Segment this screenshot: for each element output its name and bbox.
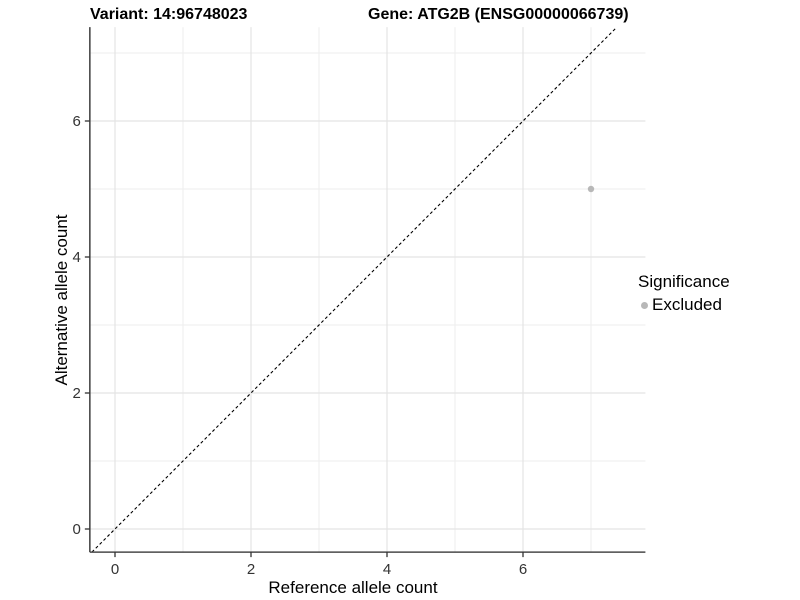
x-tick-label: 2 <box>247 561 255 578</box>
plot-title-gene: Gene: ATG2B (ENSG00000066739) <box>368 6 629 23</box>
y-tick-label: 0 <box>72 521 80 538</box>
y-axis-title: Alternative allele count <box>52 214 71 386</box>
identity-line <box>91 26 618 553</box>
x-tick-label: 0 <box>111 561 119 578</box>
legend-item-excluded: Excluded <box>630 295 730 315</box>
legend-point-icon <box>641 301 648 309</box>
y-tick-label: 2 <box>72 385 80 402</box>
legend-title: Significance <box>638 272 730 291</box>
x-axis-title: Reference allele count <box>268 578 438 597</box>
legend-item-label: Excluded <box>652 295 722 314</box>
data-point <box>587 185 595 193</box>
x-tick-label: 6 <box>519 561 527 578</box>
x-tick-label: 4 <box>383 561 391 578</box>
y-tick-label: 6 <box>72 113 80 130</box>
plot-title-variant: Variant: 14:96748023 <box>90 6 248 23</box>
y-tick-label: 4 <box>72 249 80 266</box>
legend: Significance Excluded <box>630 272 730 315</box>
